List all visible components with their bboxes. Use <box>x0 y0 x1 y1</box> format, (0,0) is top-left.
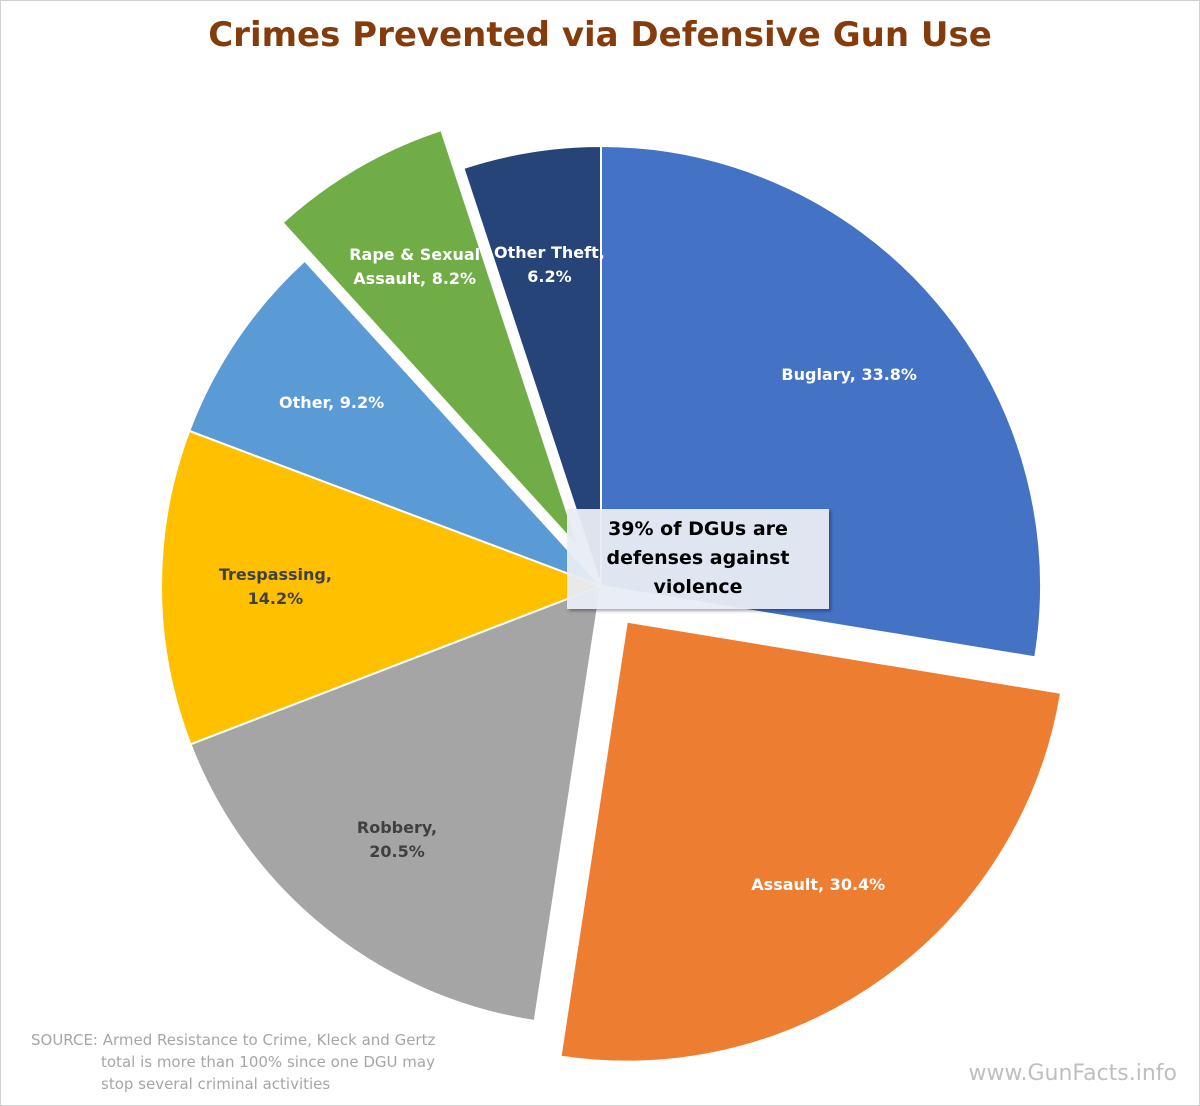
source-line: stop several criminal activities <box>101 1075 331 1093</box>
chart-title: Crimes Prevented via Defensive Gun Use <box>208 15 992 55</box>
slice <box>189 584 603 1023</box>
watermark: www.GunFacts.info <box>968 1061 1177 1086</box>
source: SOURCE: Armed Resistance to Crime, Kleck… <box>31 1029 435 1095</box>
data-label: Rape & Sexual Assault, 8.2% <box>349 244 481 288</box>
data-label: Other, 9.2% <box>279 393 385 413</box>
slice <box>462 144 602 587</box>
data-label: Trespassing, 14.2% <box>218 565 332 609</box>
slice <box>559 620 1063 1063</box>
slice <box>187 259 602 587</box>
data-label: Assault, 30.4% <box>751 875 886 894</box>
data-label: Robbery, 20.5% <box>356 817 438 861</box>
annotation: 39% of DGUs are defenses against violenc… <box>567 509 829 609</box>
data-label: Other Theft, 6.2% <box>494 242 605 286</box>
data-label: Buglary, 33.8% <box>781 365 917 385</box>
source-line: SOURCE: Armed Resistance to Crime, Kleck… <box>31 1031 436 1049</box>
source-line: total is more than 100% since one DGU ma… <box>101 1053 435 1071</box>
slice <box>281 128 580 549</box>
slice <box>160 429 604 746</box>
